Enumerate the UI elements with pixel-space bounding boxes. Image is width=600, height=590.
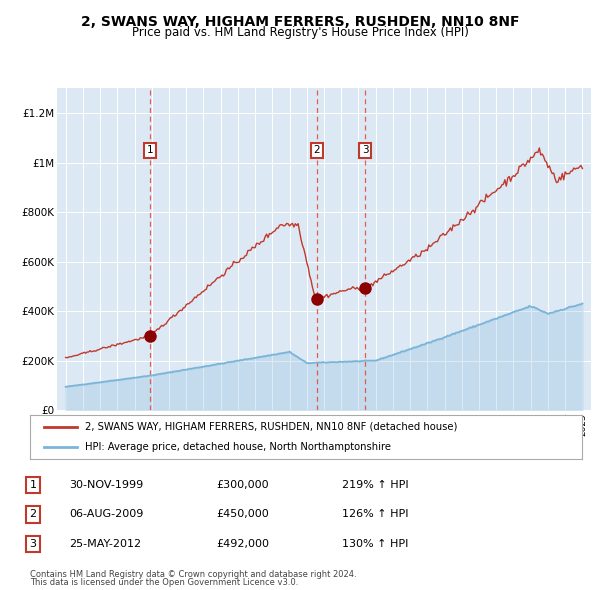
Text: 130% ↑ HPI: 130% ↑ HPI <box>342 539 409 549</box>
Text: 126% ↑ HPI: 126% ↑ HPI <box>342 510 409 519</box>
Text: 1: 1 <box>29 480 37 490</box>
Text: HPI: Average price, detached house, North Northamptonshire: HPI: Average price, detached house, Nort… <box>85 442 391 452</box>
Text: 25-MAY-2012: 25-MAY-2012 <box>69 539 141 549</box>
Text: 2, SWANS WAY, HIGHAM FERRERS, RUSHDEN, NN10 8NF (detached house): 2, SWANS WAY, HIGHAM FERRERS, RUSHDEN, N… <box>85 422 458 432</box>
Text: 219% ↑ HPI: 219% ↑ HPI <box>342 480 409 490</box>
Text: £300,000: £300,000 <box>216 480 269 490</box>
Text: 06-AUG-2009: 06-AUG-2009 <box>69 510 143 519</box>
Text: 2, SWANS WAY, HIGHAM FERRERS, RUSHDEN, NN10 8NF: 2, SWANS WAY, HIGHAM FERRERS, RUSHDEN, N… <box>81 15 519 29</box>
Text: 30-NOV-1999: 30-NOV-1999 <box>69 480 143 490</box>
Text: 3: 3 <box>29 539 37 549</box>
Text: £450,000: £450,000 <box>216 510 269 519</box>
Text: Contains HM Land Registry data © Crown copyright and database right 2024.: Contains HM Land Registry data © Crown c… <box>30 570 356 579</box>
Text: 2: 2 <box>314 145 320 155</box>
Text: This data is licensed under the Open Government Licence v3.0.: This data is licensed under the Open Gov… <box>30 578 298 587</box>
Text: £492,000: £492,000 <box>216 539 269 549</box>
Text: 1: 1 <box>147 145 154 155</box>
Text: Price paid vs. HM Land Registry's House Price Index (HPI): Price paid vs. HM Land Registry's House … <box>131 26 469 39</box>
Text: 3: 3 <box>362 145 368 155</box>
Text: 2: 2 <box>29 510 37 519</box>
